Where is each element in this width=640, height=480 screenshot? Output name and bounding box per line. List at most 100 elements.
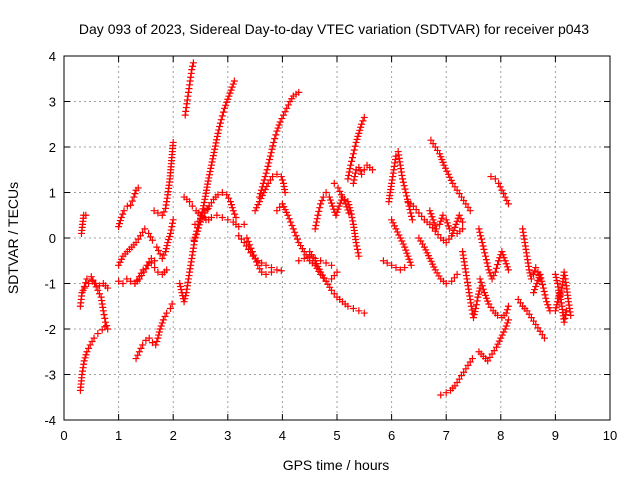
data-point bbox=[355, 129, 363, 137]
data-point bbox=[348, 214, 356, 222]
data-point bbox=[243, 234, 251, 242]
data-point bbox=[101, 318, 109, 326]
data-point bbox=[487, 173, 495, 181]
data-point bbox=[116, 258, 124, 266]
data-point bbox=[497, 334, 505, 342]
data-point bbox=[252, 258, 260, 266]
data-point bbox=[354, 132, 362, 140]
data-point bbox=[156, 250, 164, 258]
data-point bbox=[472, 305, 480, 313]
data-point bbox=[83, 275, 91, 283]
data-point bbox=[530, 270, 538, 278]
data-point bbox=[207, 214, 215, 222]
data-point bbox=[176, 280, 184, 287]
data-point bbox=[254, 201, 262, 209]
data-point bbox=[445, 225, 453, 233]
series-s11 bbox=[153, 216, 177, 262]
data-point bbox=[399, 178, 407, 186]
data-point bbox=[486, 269, 494, 277]
series-s45 bbox=[551, 268, 575, 319]
data-point bbox=[127, 201, 135, 209]
data-point bbox=[495, 337, 503, 345]
data-point bbox=[312, 221, 320, 229]
data-point bbox=[426, 207, 434, 215]
data-point bbox=[176, 283, 184, 291]
series-s29 bbox=[379, 257, 409, 274]
data-point bbox=[166, 305, 174, 313]
data-point bbox=[154, 209, 162, 217]
data-point bbox=[224, 95, 232, 103]
data-point bbox=[408, 216, 416, 224]
data-point bbox=[189, 62, 197, 70]
data-point bbox=[471, 308, 479, 316]
data-point bbox=[268, 145, 276, 153]
data-point bbox=[498, 248, 506, 256]
series-s26 bbox=[330, 179, 363, 260]
data-point bbox=[540, 334, 548, 342]
data-point bbox=[156, 325, 164, 333]
data-point bbox=[441, 164, 449, 172]
data-point bbox=[562, 307, 570, 315]
data-point bbox=[204, 177, 212, 185]
data-point bbox=[500, 254, 508, 262]
data-point bbox=[402, 246, 410, 254]
data-point bbox=[325, 193, 333, 201]
data-point bbox=[92, 283, 100, 291]
x-tick-label: 1 bbox=[115, 428, 122, 443]
data-point bbox=[389, 219, 397, 227]
y-tick-label: -1 bbox=[44, 277, 56, 292]
data-point bbox=[192, 230, 200, 238]
data-point bbox=[347, 207, 355, 215]
data-point bbox=[213, 211, 221, 219]
data-point bbox=[94, 330, 102, 338]
data-point bbox=[562, 311, 570, 319]
data-point bbox=[504, 200, 512, 208]
y-tick-label: -4 bbox=[44, 413, 56, 428]
data-point bbox=[115, 261, 123, 269]
data-point bbox=[217, 116, 225, 124]
data-point bbox=[218, 112, 226, 120]
x-tick-label: 8 bbox=[497, 428, 504, 443]
data-point bbox=[490, 272, 498, 280]
data-point bbox=[250, 251, 258, 259]
data-point bbox=[189, 59, 197, 67]
data-point bbox=[438, 214, 446, 222]
data-point bbox=[355, 252, 363, 260]
data-point bbox=[551, 270, 559, 278]
data-point bbox=[287, 218, 295, 226]
data-point bbox=[285, 215, 293, 223]
data-point bbox=[392, 264, 400, 272]
data-point bbox=[260, 176, 268, 184]
data-point bbox=[251, 254, 259, 262]
data-point bbox=[288, 221, 296, 229]
data-point bbox=[131, 190, 139, 198]
data-point bbox=[427, 210, 435, 218]
data-point bbox=[544, 301, 552, 309]
data-point bbox=[446, 173, 454, 181]
data-point bbox=[437, 391, 445, 399]
series-s19 bbox=[243, 234, 275, 278]
data-point bbox=[229, 207, 237, 215]
data-point bbox=[494, 311, 502, 319]
data-point bbox=[266, 156, 274, 164]
data-point bbox=[228, 83, 236, 91]
data-point bbox=[145, 334, 153, 342]
y-tick-label: 4 bbox=[49, 49, 56, 64]
data-point bbox=[160, 208, 168, 216]
data-point bbox=[432, 225, 440, 233]
series-s04 bbox=[79, 273, 112, 333]
data-point bbox=[392, 225, 400, 233]
data-point bbox=[437, 217, 445, 225]
data-point bbox=[188, 202, 196, 210]
series-s34 bbox=[426, 207, 467, 237]
data-point bbox=[334, 184, 342, 192]
data-point bbox=[551, 307, 559, 315]
x-tick-label: 4 bbox=[279, 428, 286, 443]
data-point bbox=[127, 277, 135, 285]
data-point bbox=[530, 289, 538, 297]
data-point bbox=[226, 89, 234, 97]
data-point bbox=[322, 259, 330, 267]
data-point bbox=[276, 118, 284, 126]
data-point bbox=[150, 207, 158, 215]
data-point bbox=[104, 325, 112, 333]
